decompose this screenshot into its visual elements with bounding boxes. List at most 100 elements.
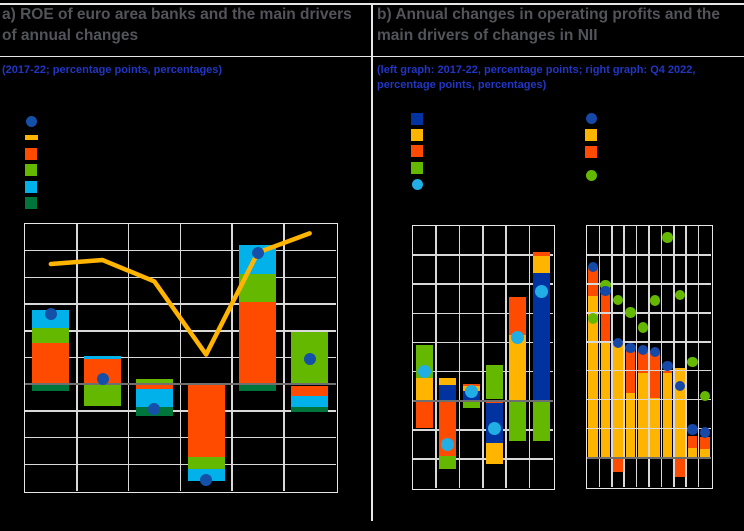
green-data-dot xyxy=(662,232,673,243)
blue-data-dot xyxy=(674,380,686,392)
bar-segment-green xyxy=(32,327,70,343)
legend-swatch-square-cyan xyxy=(25,180,37,193)
bar-segment-yellow xyxy=(532,256,550,274)
data-point-dot xyxy=(487,422,501,436)
zero-axis-line xyxy=(412,399,553,402)
bar-segment-orange xyxy=(638,349,648,374)
panel-divider-rule xyxy=(371,3,373,521)
data-point-dot xyxy=(464,385,478,399)
bar-segment-green xyxy=(462,400,480,408)
panel-a-title: a) ROE of euro area banks and the main d… xyxy=(2,6,352,44)
gridline-v xyxy=(505,226,507,488)
legend-swatch-circle-dot_blue xyxy=(25,115,37,127)
bar-segment-orange xyxy=(650,351,660,398)
blue-data-dot xyxy=(687,424,698,435)
bar-segment-orange xyxy=(687,435,698,449)
panel-b-subtitle: (left graph: 2017-22, percentage points;… xyxy=(377,63,743,92)
gridline-v xyxy=(598,226,601,487)
bar-segment-orange xyxy=(675,457,685,477)
bar-segment-green xyxy=(532,400,550,441)
legend-swatch-square-yellow xyxy=(585,129,597,141)
bar-segment-orange xyxy=(239,302,277,385)
data-point-dot xyxy=(534,285,548,298)
gridline-h xyxy=(25,249,336,252)
bar-segment-yellow xyxy=(675,368,685,458)
data-point-dot xyxy=(148,403,161,416)
panel-b-subtitle-line2: percentage points, percentages) xyxy=(377,78,547,91)
bar-segment-green xyxy=(84,384,122,407)
gridline-h xyxy=(25,303,336,305)
gridline-v xyxy=(673,226,675,487)
title-underline-rule xyxy=(0,55,744,57)
legend-swatch-square-dark_green xyxy=(25,197,37,209)
data-point-dot xyxy=(441,437,455,451)
data-point-dot xyxy=(96,372,109,385)
green-data-dot xyxy=(612,294,624,306)
bar-segment-cyan xyxy=(84,355,122,360)
gridline-v xyxy=(660,226,663,487)
green-data-dot xyxy=(649,295,661,306)
legend-swatch-line-yellow xyxy=(25,135,38,140)
bar-segment-yellow xyxy=(439,377,457,385)
bar-segment-orange xyxy=(700,437,710,449)
gridline-h xyxy=(25,463,336,466)
legend-swatch-square-orange xyxy=(25,147,37,160)
bar-segment-orange xyxy=(187,384,225,457)
bar-segment-orange xyxy=(415,400,433,428)
bar-segment-yellow xyxy=(650,397,660,458)
gridline-h xyxy=(587,398,711,401)
bar-segment-green xyxy=(485,365,503,400)
gridline-h xyxy=(587,283,711,285)
gridline-v xyxy=(697,226,700,487)
blue-data-dot xyxy=(587,261,599,273)
green-data-dot xyxy=(600,279,611,290)
blue-data-dot xyxy=(662,360,673,372)
green-data-dot xyxy=(637,322,649,333)
legend-swatch-circle-br_blue_dot xyxy=(585,113,597,124)
panel-b-subtitle-line1: (left graph: 2017-22, percentage points;… xyxy=(377,64,696,76)
gridline-h xyxy=(25,436,336,439)
bar-segment-yellow xyxy=(415,377,433,401)
bar-segment-orange xyxy=(291,385,329,396)
gridline-h xyxy=(587,341,711,343)
gridline-v xyxy=(528,226,531,488)
roe-line xyxy=(48,231,312,357)
gridline-h xyxy=(412,458,553,460)
bar-segment-green xyxy=(439,456,457,469)
legend-swatch-square-navy xyxy=(411,112,423,125)
panel-b-title: b) Annual changes in operating profits a… xyxy=(377,6,721,44)
green-data-dot xyxy=(687,356,698,368)
data-point-dot xyxy=(511,330,525,344)
gridline-h xyxy=(25,356,336,359)
gridline-h xyxy=(25,330,336,332)
gridline-v xyxy=(458,226,461,488)
gridline-v xyxy=(648,226,650,487)
bar-segment-yellow xyxy=(625,392,636,458)
bar-segment-yellow xyxy=(509,334,527,401)
legend-swatch-circle-green xyxy=(585,170,597,181)
bar-segment-yellow xyxy=(485,443,503,464)
blue-data-dot xyxy=(649,346,661,358)
green-data-dot xyxy=(625,307,636,318)
bar-segment-yellow xyxy=(687,448,698,458)
blue-data-dot xyxy=(600,285,611,297)
gridline-h xyxy=(412,429,553,431)
zero-axis-line xyxy=(25,383,336,386)
bar-segment-orange xyxy=(32,342,70,385)
bar-segment-navy xyxy=(439,384,457,401)
bar-segment-orange xyxy=(600,288,611,342)
gridline-h xyxy=(412,341,553,344)
bar-segment-orange xyxy=(462,383,480,387)
bar-segment-yellow xyxy=(588,296,598,458)
gridline-v xyxy=(685,226,687,487)
gridline-h xyxy=(25,410,336,412)
zero-axis-line xyxy=(587,456,711,459)
legend-swatch-circle-cyan_dot xyxy=(411,178,423,190)
bar-segment-orange xyxy=(613,457,623,473)
blue-data-dot xyxy=(637,344,649,356)
bar-segment-cyan xyxy=(135,388,173,408)
bar-segment-orange xyxy=(135,383,173,389)
gridline-v xyxy=(635,226,638,487)
bar-segment-orange xyxy=(509,297,527,335)
gridline-v xyxy=(623,226,625,487)
